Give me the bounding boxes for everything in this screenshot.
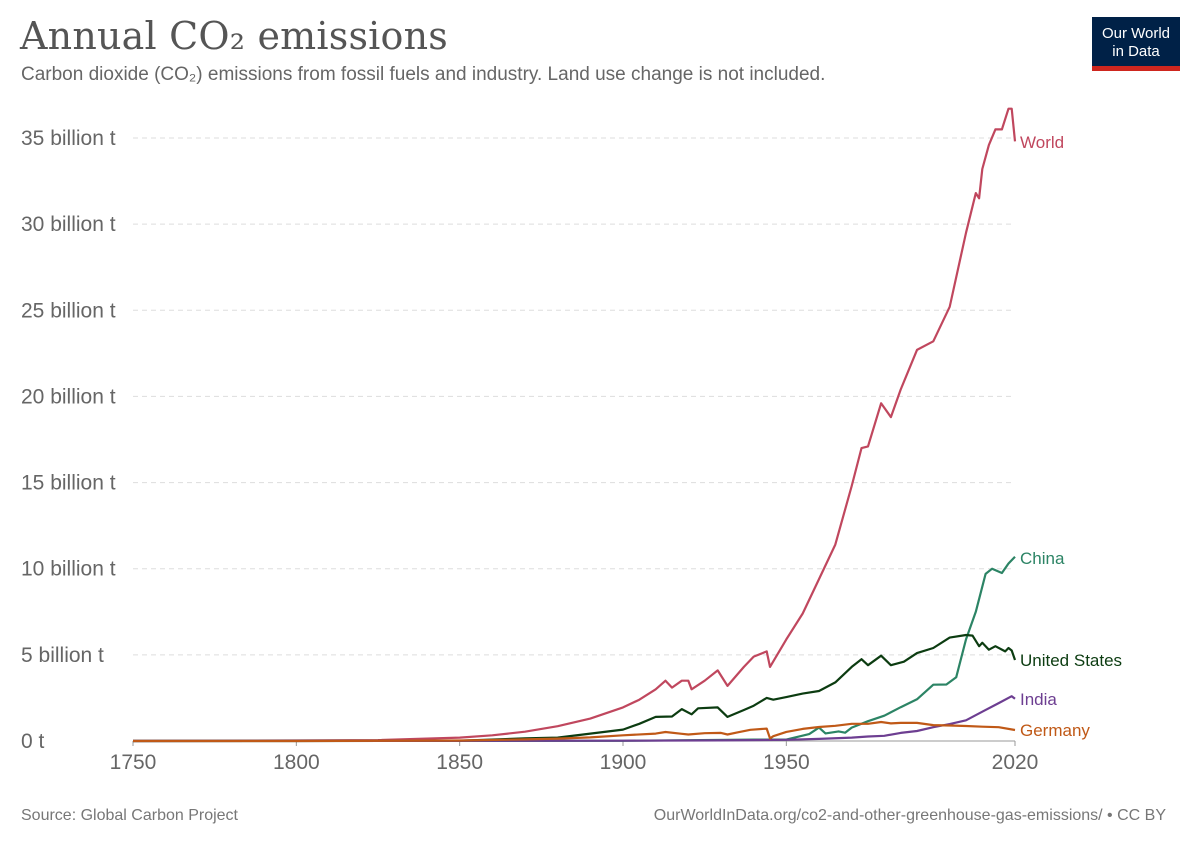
logo-line-2: in Data [1112, 43, 1160, 60]
series-label-china: China [1020, 549, 1065, 568]
y-tick-label: 30 billion t [21, 213, 116, 236]
series-label-world: World [1020, 133, 1064, 152]
series-line-china[interactable] [132, 555, 1016, 743]
chart-subtitle: Carbon dioxide (CO₂) emissions from foss… [21, 64, 826, 85]
x-tick-label: 1950 [763, 751, 810, 774]
x-tick-label: 1750 [110, 751, 157, 774]
x-tick-label: 1800 [273, 751, 320, 774]
series-label-united-states: United States [1020, 651, 1122, 670]
axes: 0 t 5 billion t 10 billion t 15 billion t 20… [21, 127, 1038, 774]
logo-accent-bar [1092, 66, 1180, 71]
x-tick-label: 2020 [992, 751, 1039, 774]
source-url-link[interactable]: OurWorldInData.org/co2-and-other-greenho… [653, 807, 1166, 824]
y-tick-label: 5 billion t [21, 644, 104, 667]
chart-title: Annual CO₂ emissions [20, 14, 448, 58]
series-lines [132, 107, 1017, 743]
series-line-india[interactable] [132, 695, 1016, 743]
series-line-world[interactable] [132, 107, 1017, 742]
series-labels: World China United States India Germany [1020, 133, 1122, 740]
logo-line-1: Our World [1101, 25, 1171, 42]
y-tick-label: 0 t [21, 730, 45, 753]
y-tick-label: 20 billion t [21, 385, 116, 408]
owid-logo[interactable]: Our World in Data [1092, 17, 1180, 71]
source-note: Source: Global Carbon Project [21, 807, 238, 824]
series-line-germany[interactable] [133, 720, 1016, 743]
y-tick-label: 25 billion t [21, 299, 116, 322]
series-line-united-states[interactable] [133, 633, 1017, 743]
series-label-germany: Germany [1020, 721, 1090, 740]
y-tick-label: 10 billion t [21, 558, 116, 581]
y-tick-label: 35 billion t [21, 127, 116, 150]
x-tick-label: 1850 [436, 751, 483, 774]
y-tick-label: 15 billion t [21, 472, 116, 495]
gridlines [133, 137, 1015, 656]
x-tick-label: 1900 [600, 751, 647, 774]
series-label-india: India [1020, 690, 1057, 709]
